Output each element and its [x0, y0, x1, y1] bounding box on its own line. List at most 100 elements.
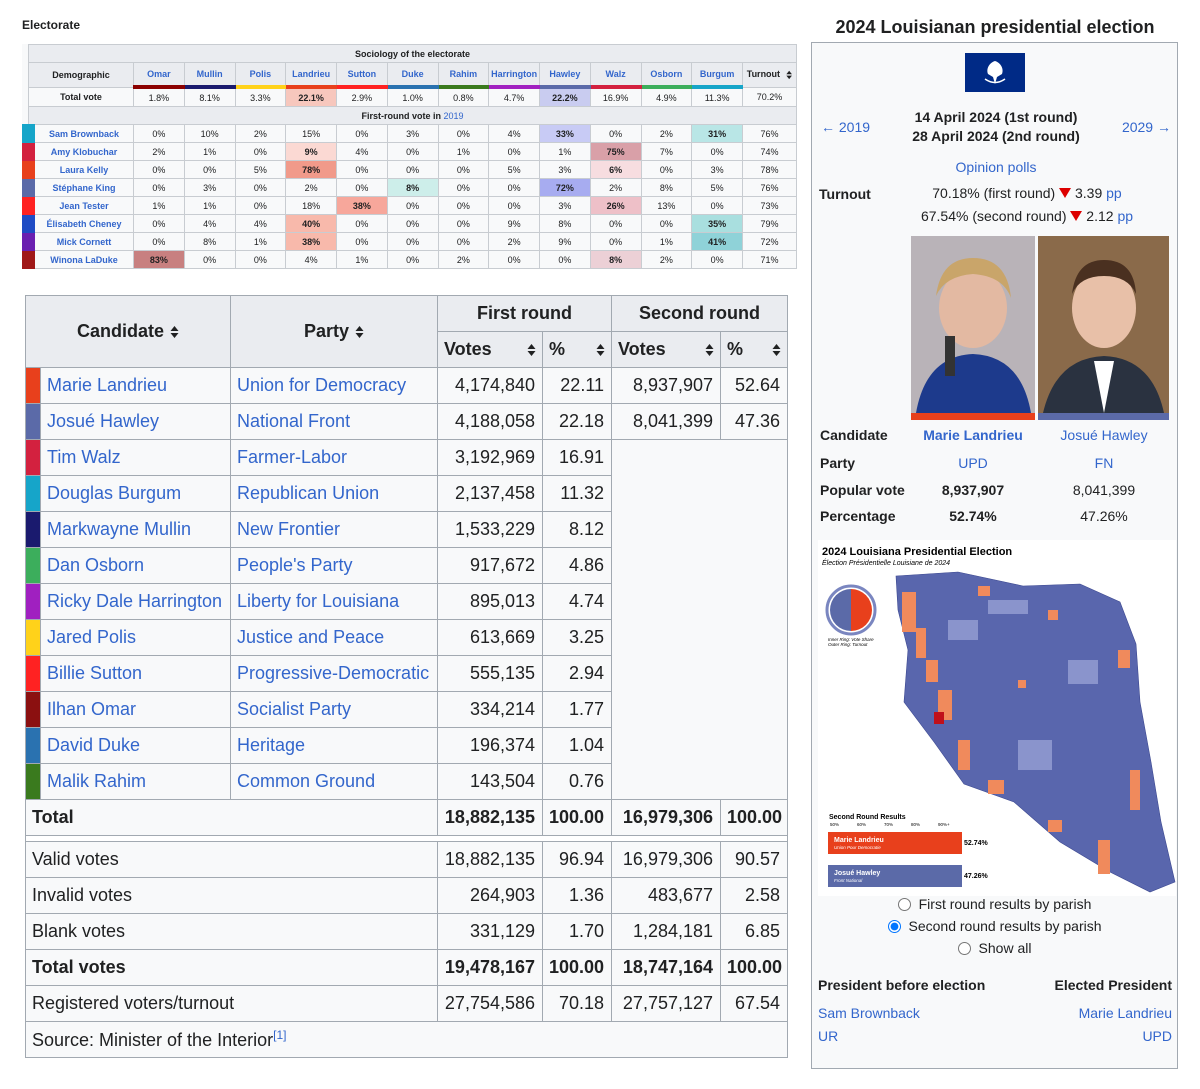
legend-title: Second Round Results [829, 814, 906, 821]
party-name[interactable]: National Front [230, 403, 439, 440]
data-row: Sam Brownback 0% 10% 2% 15% 0% 3% 0% 4% 33% 0% 2% 31… [22, 124, 798, 143]
candidate-name[interactable]: Ricky Dale Harrington [39, 583, 232, 620]
sort-up [596, 344, 605, 350]
parish [902, 592, 916, 632]
radio-button[interactable] [897, 898, 911, 911]
party-name[interactable]: People's Party [230, 547, 439, 584]
cell: 7% [640, 142, 693, 161]
cell: 16.9% [589, 86, 642, 107]
sort-icon[interactable] [170, 325, 179, 339]
cell: 4% [234, 214, 287, 233]
party-name[interactable]: Republican Union [230, 475, 439, 512]
row-name[interactable]: Winona LaDuke [22, 250, 134, 269]
opinion-polls-link[interactable]: Opinion polls [955, 159, 1037, 175]
candidate-name[interactable]: Billie Sutton [39, 655, 232, 692]
party-link[interactable]: UPD [1142, 1028, 1172, 1044]
cell: 5% [488, 160, 540, 179]
row-name[interactable]: Jean Tester [22, 196, 134, 215]
unit-link[interactable]: pp [1117, 208, 1134, 224]
party-name[interactable]: Common Ground [230, 763, 439, 800]
map-subtitle: Élection Présidentielle Louisiane de 202… [822, 558, 950, 567]
sort-icon[interactable] [596, 343, 605, 357]
cell: 2% [133, 142, 185, 161]
row-name[interactable]: Sam Brownback [22, 124, 134, 143]
candidate-name[interactable]: Tim Walz [39, 439, 232, 476]
decrease-icon [1059, 188, 1072, 198]
radio-button[interactable] [957, 942, 971, 955]
option-label[interactable]: Show all [978, 940, 1032, 956]
party-name[interactable]: Liberty for Louisiana [230, 583, 439, 620]
cell: 2% [640, 124, 693, 143]
party-color [25, 439, 41, 476]
row-name[interactable]: Amy Klobuchar [22, 142, 134, 161]
candidate-name[interactable]: Douglas Burgum [39, 475, 232, 512]
candidate-link[interactable]: Marie Landrieu [923, 427, 1023, 443]
radio-button[interactable] [887, 920, 901, 933]
cell: 22.1% [285, 86, 337, 107]
president-link[interactable]: Marie Landrieu [1078, 1005, 1172, 1021]
sort-icon[interactable] [527, 343, 536, 357]
ring-share [830, 589, 851, 631]
column-header: Omar [133, 62, 185, 89]
candidate-name[interactable]: Ilhan Omar [39, 691, 232, 728]
party-name[interactable]: New Frontier [230, 511, 439, 548]
candidate-name[interactable]: Marie Landrieu [39, 367, 232, 404]
row-name[interactable]: Laura Kelly [22, 160, 134, 179]
candidate-name[interactable]: Josué Hawley [39, 403, 232, 440]
cell: 3% [691, 160, 743, 179]
party-color [25, 691, 41, 728]
party-name[interactable]: Farmer-Labor [230, 439, 439, 476]
party-name[interactable]: Union for Democracy [230, 367, 439, 404]
subheading-link[interactable]: 2019 [443, 110, 464, 121]
option-label[interactable]: Second round results by parish [908, 918, 1102, 934]
cell: 2% [640, 250, 693, 269]
cell: 70.2% [741, 86, 798, 107]
previous-election-link[interactable]: ← 2019 [821, 119, 871, 135]
candidate-row: Dan Osborn People's Party 917,672 4.86 [25, 547, 788, 584]
sort-up [786, 70, 793, 75]
candidate-link[interactable]: Josué Hawley [1060, 427, 1148, 443]
cell: 4.7% [488, 86, 540, 107]
cell: 0% [488, 250, 540, 269]
next-election-link[interactable]: 2029 → [1121, 119, 1171, 135]
column-header: Turnout [741, 62, 798, 88]
cell: 0% [234, 196, 287, 215]
party-link[interactable]: UPD [958, 455, 988, 471]
cell: 18,882,135 [437, 841, 544, 878]
row-label: Total vote [28, 86, 134, 107]
candidate-name[interactable]: Markwayne Mullin [39, 511, 232, 548]
candidate-name[interactable]: Jared Polis [39, 619, 232, 656]
unit-link[interactable]: pp [1106, 185, 1122, 201]
party-name[interactable]: Socialist Party [230, 691, 439, 728]
parish [1130, 770, 1140, 810]
candidate-name[interactable]: David Duke [39, 727, 232, 764]
party-link[interactable]: FN [1094, 455, 1114, 471]
party-name[interactable]: Heritage [230, 727, 439, 764]
parish [958, 740, 970, 770]
candidate-name[interactable]: Dan Osborn [39, 547, 232, 584]
row-label: Party [820, 455, 856, 471]
cell: 1% [133, 196, 185, 215]
row-name[interactable]: Élisabeth Cheney [22, 214, 134, 233]
row-name[interactable]: Stéphane King [22, 178, 134, 197]
party-name[interactable]: Justice and Peace [230, 619, 439, 656]
row-name[interactable]: Mick Cornett [22, 232, 134, 251]
party-name[interactable]: Progressive-Democratic [230, 655, 439, 692]
data-row: Jean Tester 1% 1% 0% 18% 38% 0% 0% 0% 3% 26% 13% 0% 7… [22, 196, 798, 215]
source-note[interactable]: [1] [273, 1028, 287, 1042]
candidate-color-bar [911, 413, 1035, 420]
option-label[interactable]: First round results by parish [918, 896, 1092, 912]
photo-mic [945, 336, 955, 376]
summary-row: Valid votes 18,882,135 96.94 16,979,306 90.5… [24, 841, 789, 878]
sort-icon[interactable] [786, 70, 793, 80]
president-link[interactable]: Sam Brownback [818, 1005, 920, 1021]
sort-down [705, 351, 714, 357]
candidate-name[interactable]: Malik Rahim [39, 763, 232, 800]
sort-icon[interactable] [772, 343, 781, 357]
party-link[interactable]: UR [818, 1028, 839, 1044]
sort-icon[interactable] [705, 343, 714, 357]
cell: 1.70 [542, 913, 613, 950]
sort-icon[interactable] [355, 325, 364, 339]
cell: 0% [133, 124, 185, 143]
